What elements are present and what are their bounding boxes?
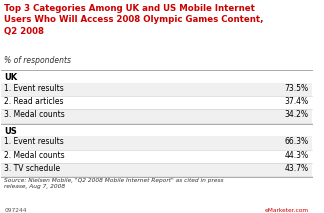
Text: 73.5%: 73.5% — [284, 84, 308, 93]
Text: 66.3%: 66.3% — [284, 137, 308, 147]
Text: US: US — [5, 127, 17, 135]
Text: % of respondents: % of respondents — [5, 56, 72, 65]
Bar — [1, 137, 312, 150]
Text: Source: Nielsen Mobile, "Q2 2008 Mobile Internet Report" as cited in press
relea: Source: Nielsen Mobile, "Q2 2008 Mobile … — [5, 178, 224, 189]
Bar — [1, 163, 312, 176]
Text: 3. TV schedule: 3. TV schedule — [5, 164, 61, 173]
Bar — [1, 83, 312, 96]
Text: Top 3 Categories Among UK and US Mobile Internet
Users Who Will Access 2008 Olym: Top 3 Categories Among UK and US Mobile … — [5, 4, 264, 36]
Text: UK: UK — [5, 73, 17, 82]
Text: 1. Event results: 1. Event results — [5, 137, 64, 147]
Text: 097244: 097244 — [5, 208, 27, 213]
Bar — [1, 96, 312, 109]
Bar — [1, 150, 312, 163]
Text: 37.4%: 37.4% — [284, 97, 308, 106]
Bar — [1, 109, 312, 123]
Text: 1. Event results: 1. Event results — [5, 84, 64, 93]
Text: 43.7%: 43.7% — [284, 164, 308, 173]
Text: 3. Medal counts: 3. Medal counts — [5, 111, 65, 119]
Text: 2. Medal counts: 2. Medal counts — [5, 151, 65, 160]
Text: 34.2%: 34.2% — [284, 111, 308, 119]
Text: eMarketer.com: eMarketer.com — [264, 208, 308, 213]
Text: 2. Read articles: 2. Read articles — [5, 97, 64, 106]
Text: 44.3%: 44.3% — [284, 151, 308, 160]
